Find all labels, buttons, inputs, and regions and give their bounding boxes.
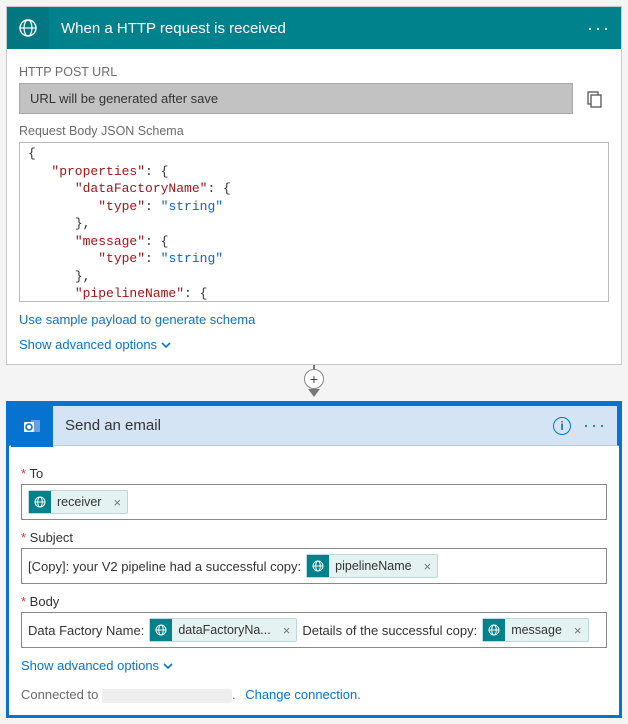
change-connection-link[interactable]: Change connection.: [245, 687, 361, 702]
more-icon[interactable]: ···: [583, 415, 607, 436]
chevron-down-icon: [161, 340, 171, 350]
advanced-options-link[interactable]: Show advanced options: [19, 337, 171, 352]
http-token-icon: [150, 619, 172, 641]
token-message: message ×: [482, 618, 588, 642]
trigger-card: When a HTTP request is received ··· HTTP…: [6, 6, 622, 365]
info-icon[interactable]: i: [553, 417, 571, 435]
token-remove[interactable]: ×: [107, 495, 127, 510]
copy-url-button[interactable]: [579, 84, 609, 114]
http-icon: [7, 7, 49, 49]
token-receiver: receiver ×: [28, 490, 128, 514]
trigger-title: When a HTTP request is received: [49, 20, 587, 37]
body-label: Body: [21, 594, 607, 609]
sample-payload-link[interactable]: Use sample payload to generate schema: [19, 312, 255, 327]
subject-text: [Copy]: your V2 pipeline had a successfu…: [28, 559, 301, 574]
flow-connector: +: [6, 365, 622, 401]
connection-row: Connected to . Change connection.: [21, 687, 607, 703]
schema-code: { "properties": { "dataFactoryName": { "…: [28, 145, 600, 302]
schema-label: Request Body JSON Schema: [19, 124, 609, 138]
connection-name: [102, 689, 232, 703]
action-card: Send an email i ··· To receiver × Subjec…: [6, 401, 622, 718]
more-icon[interactable]: ···: [587, 18, 611, 39]
url-value: URL will be generated after save: [19, 83, 573, 114]
action-body: To receiver × Subject [Copy]: your V2 pi…: [9, 446, 619, 715]
advanced-options-link[interactable]: Show advanced options: [21, 658, 173, 673]
schema-editor[interactable]: { "properties": { "dataFactoryName": { "…: [19, 142, 609, 302]
http-token-icon: [483, 619, 505, 641]
body-text-2: Details of the successful copy:: [302, 623, 477, 638]
body-text-1: Data Factory Name:: [28, 623, 144, 638]
token-datafactoryname: dataFactoryNa... ×: [149, 618, 297, 642]
url-label: HTTP POST URL: [19, 65, 609, 79]
to-label: To: [21, 466, 607, 481]
subject-input[interactable]: [Copy]: your V2 pipeline had a successfu…: [21, 548, 607, 584]
trigger-header[interactable]: When a HTTP request is received ···: [7, 7, 621, 49]
trigger-body: HTTP POST URL URL will be generated afte…: [7, 49, 621, 364]
token-remove[interactable]: ×: [418, 559, 438, 574]
subject-label: Subject: [21, 530, 607, 545]
token-remove[interactable]: ×: [277, 623, 297, 638]
to-input[interactable]: receiver ×: [21, 484, 607, 520]
chevron-down-icon: [163, 661, 173, 671]
http-token-icon: [29, 491, 51, 513]
add-step-button[interactable]: +: [304, 369, 324, 389]
outlook-icon: [11, 405, 53, 447]
action-header[interactable]: Send an email i ···: [9, 404, 619, 446]
token-remove[interactable]: ×: [568, 623, 588, 638]
http-token-icon: [307, 555, 329, 577]
action-title: Send an email: [53, 417, 553, 434]
body-input[interactable]: Data Factory Name: dataFactoryNa... × De…: [21, 612, 607, 648]
token-pipelinename: pipelineName ×: [306, 554, 438, 578]
